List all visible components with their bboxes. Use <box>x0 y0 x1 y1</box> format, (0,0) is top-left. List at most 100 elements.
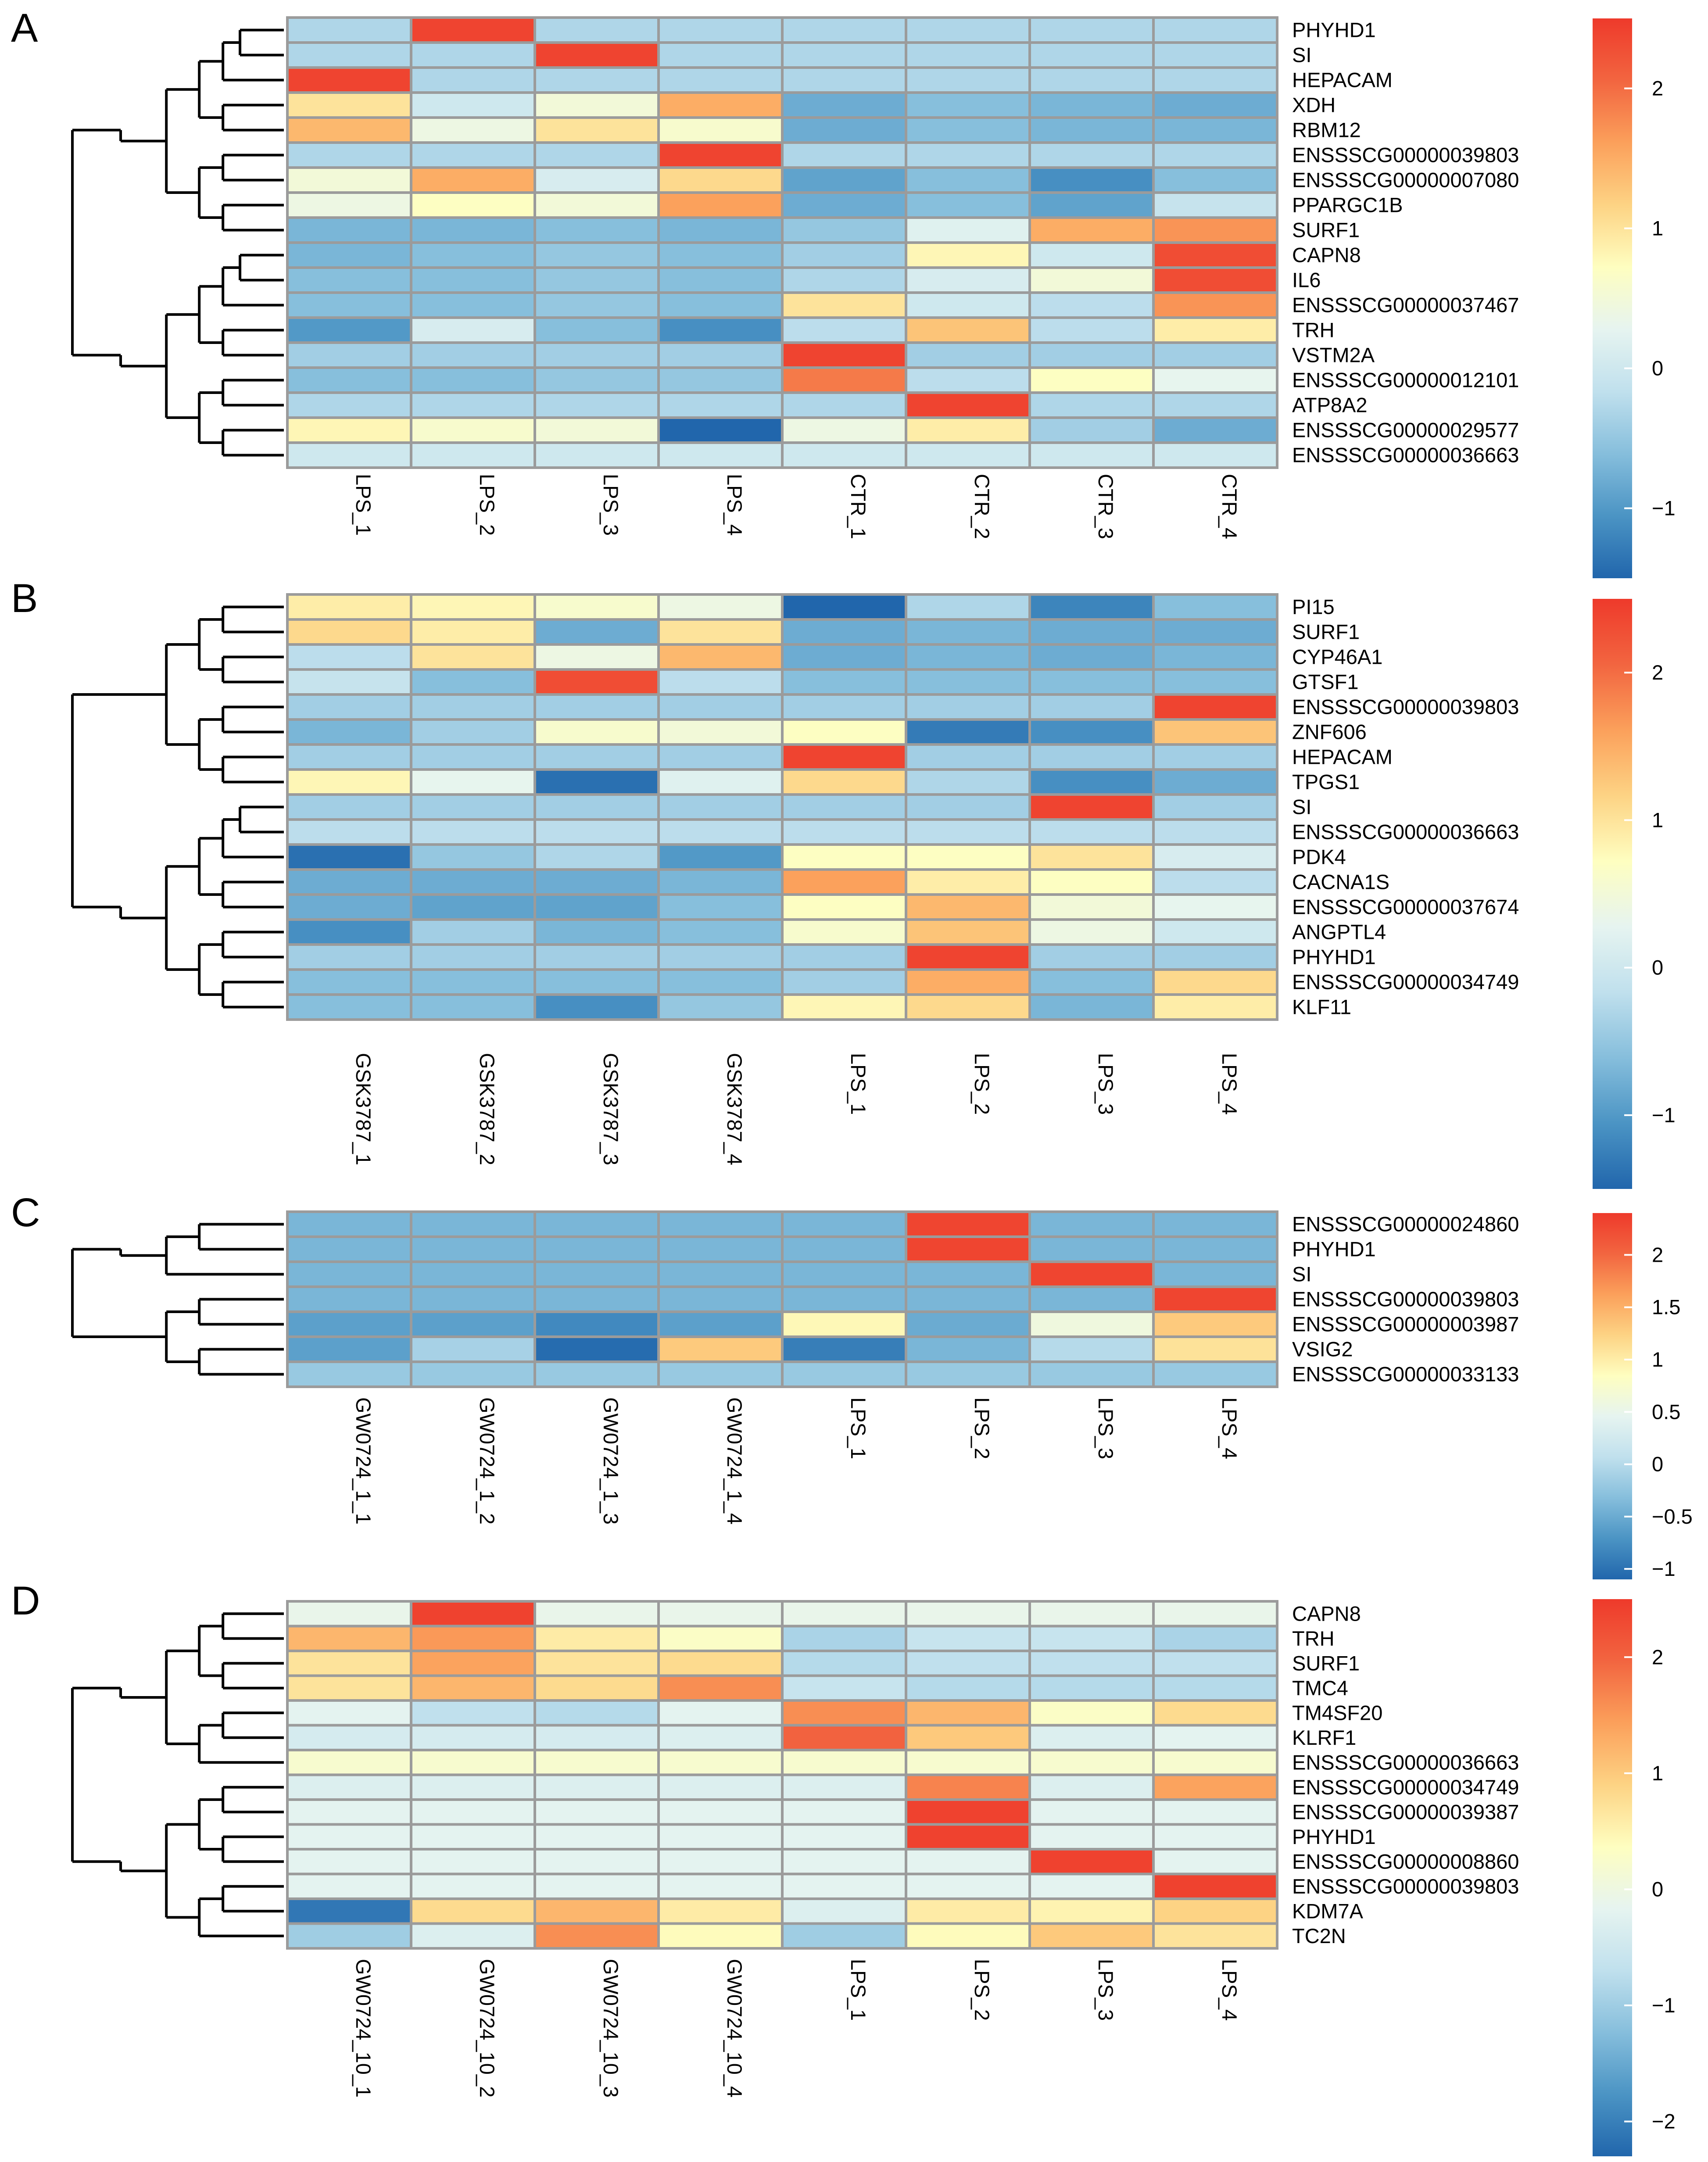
heatmap-cell <box>905 1310 1031 1338</box>
heatmap-cell <box>286 743 412 771</box>
heatmap-cell <box>1152 1260 1278 1288</box>
heatmap-cell <box>905 1848 1031 1876</box>
heatmap-cell <box>534 1625 660 1652</box>
heatmap-cell <box>286 943 412 971</box>
heatmap-cell <box>781 1773 907 1801</box>
heatmap-cell <box>286 266 412 294</box>
heatmap-cell <box>534 291 660 319</box>
heatmap-cell <box>657 316 784 344</box>
heatmap-cell <box>1028 843 1155 871</box>
heatmap-cell <box>657 341 784 369</box>
heatmap-cell <box>410 1674 536 1702</box>
heatmap-cell <box>781 1823 907 1851</box>
row-label: ENSSSCG00000036663 <box>1292 1750 1519 1774</box>
heatmap-cell <box>657 1798 784 1826</box>
heatmap-cell <box>781 1285 907 1313</box>
heatmap-cell <box>905 1823 1031 1851</box>
heatmap-cell <box>410 391 536 419</box>
heatmap-cell <box>1152 16 1278 44</box>
heatmap-cell <box>286 693 412 721</box>
heatmap-cell <box>410 768 536 796</box>
heatmap-cell <box>905 1650 1031 1677</box>
heatmap-cell <box>905 66 1031 94</box>
legend-tick-label: −1 <box>1652 497 1676 520</box>
legend-tick-label: 0 <box>1652 1877 1663 1901</box>
heatmap-cell <box>286 241 412 269</box>
row-label: ENSSSCG00000039803 <box>1292 695 1519 719</box>
heatmap-cell <box>286 1625 412 1652</box>
row-label: SI <box>1292 1263 1311 1286</box>
heatmap-cell <box>905 593 1031 621</box>
panel-letter: A <box>11 6 38 50</box>
heatmap-cell <box>534 943 660 971</box>
heatmap-cell <box>286 1285 412 1313</box>
heatmap-cell <box>410 668 536 696</box>
column-label: LPS_4 <box>1218 1053 1241 1115</box>
heatmap-cell <box>286 41 412 69</box>
row-label: XDH <box>1292 93 1336 117</box>
heatmap-cell <box>410 1798 536 1826</box>
row-label: TC2N <box>1292 1924 1346 1947</box>
heatmap-cell <box>286 1848 412 1876</box>
row-label: CAPN8 <box>1292 243 1361 267</box>
heatmap-cell <box>905 993 1031 1021</box>
heatmap-cell <box>1152 1360 1278 1388</box>
heatmap-cell <box>781 818 907 846</box>
heatmap-cell <box>286 1210 412 1238</box>
heatmap-cell <box>781 366 907 394</box>
heatmap-cell <box>410 1260 536 1288</box>
row-label: VSIG2 <box>1292 1338 1353 1361</box>
heatmap-cell <box>1152 116 1278 144</box>
heatmap-cell <box>657 216 784 244</box>
heatmap-cell <box>1152 91 1278 119</box>
heatmap-cell <box>1152 768 1278 796</box>
heatmap-cell <box>286 166 412 194</box>
row-label: IL6 <box>1292 268 1321 292</box>
heatmap-cell <box>905 968 1031 996</box>
heatmap-cell <box>1152 241 1278 269</box>
heatmap-cell <box>781 768 907 796</box>
heatmap-cell <box>781 668 907 696</box>
heatmap-cell <box>657 66 784 94</box>
heatmap-cells <box>286 1600 1278 1950</box>
heatmap-cell <box>781 116 907 144</box>
heatmap-cell <box>657 1360 784 1388</box>
heatmap-cell <box>657 91 784 119</box>
panel-letter: B <box>11 576 38 621</box>
heatmap-cell <box>1028 768 1155 796</box>
heatmap-cell <box>1152 291 1278 319</box>
heatmap-cell <box>286 1699 412 1727</box>
heatmap-cell <box>905 1897 1031 1925</box>
heatmap-cell <box>657 441 784 469</box>
column-label: GW0724_1_2 <box>476 1397 499 1525</box>
heatmap-cell <box>781 1724 907 1751</box>
column-label: GSK3787_4 <box>723 1053 746 1165</box>
heatmap-cell <box>410 718 536 746</box>
row-label: PPARGC1B <box>1292 193 1403 217</box>
heatmap-cell <box>1028 1360 1155 1388</box>
heatmap-cell <box>905 943 1031 971</box>
heatmap-cell <box>1028 818 1155 846</box>
row-label: KLRF1 <box>1292 1726 1356 1749</box>
heatmap-cell <box>905 718 1031 746</box>
color-legend-bar <box>1593 599 1632 1189</box>
column-label: LPS_1 <box>352 474 375 536</box>
heatmap-cell <box>657 1773 784 1801</box>
column-label: LPS_2 <box>970 1053 994 1115</box>
panel-letter: C <box>11 1190 40 1235</box>
heatmap-cell <box>1028 366 1155 394</box>
row-label: PHYHD1 <box>1292 945 1376 969</box>
heatmap-cell <box>657 1699 784 1727</box>
legend-tick-label: 2 <box>1652 1243 1663 1266</box>
dendrogram-branches <box>71 1612 284 1937</box>
heatmap-cell <box>905 918 1031 946</box>
heatmap-cell <box>1152 1285 1278 1313</box>
heatmap-cell <box>1152 1724 1278 1751</box>
heatmap-cell <box>905 391 1031 419</box>
heatmap-cell <box>410 16 536 44</box>
heatmap-cell <box>286 1724 412 1751</box>
row-label: ENSSSCG00000039803 <box>1292 1875 1519 1898</box>
color-legend-bar <box>1593 1213 1632 1579</box>
heatmap-cell <box>781 266 907 294</box>
heatmap-cell <box>1152 868 1278 896</box>
